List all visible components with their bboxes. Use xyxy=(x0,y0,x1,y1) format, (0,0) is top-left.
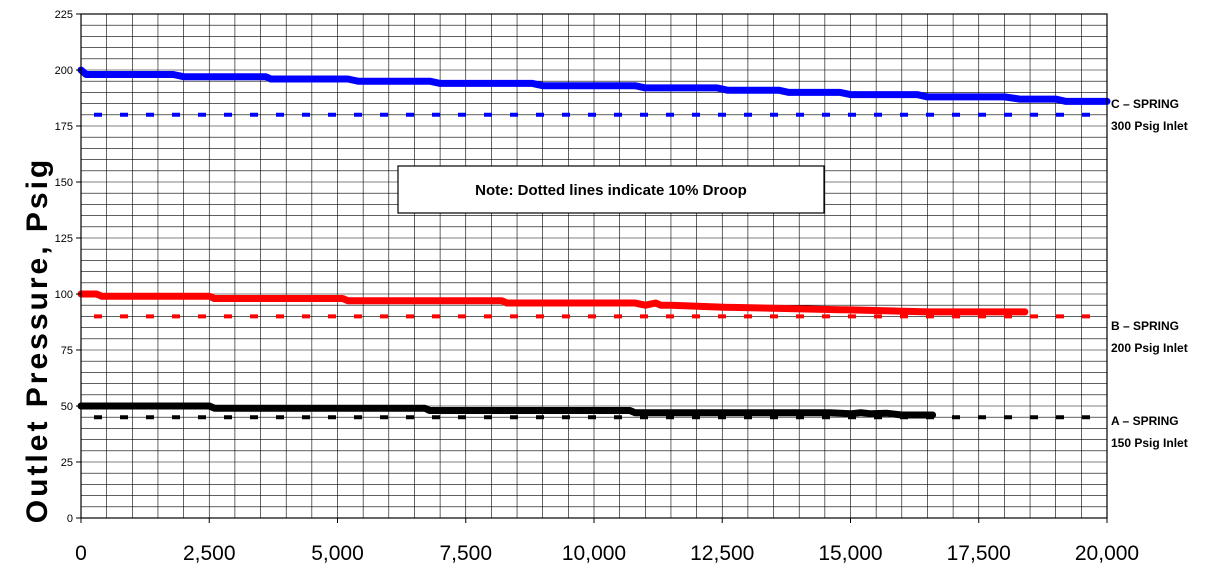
series-label: A – SPRING xyxy=(1111,414,1179,428)
tick-labels: 0 25 50 75 100 125 150 175 200 225 0 2,500 5,000 7,50… xyxy=(55,9,1139,565)
x-tick-label: 10,000 xyxy=(562,542,626,565)
series-line xyxy=(77,290,1029,316)
y-tick-label: 125 xyxy=(55,233,73,245)
series-line xyxy=(77,66,1111,105)
note-box-frame xyxy=(397,165,825,214)
y-tick-label: 25 xyxy=(61,457,73,469)
series-label-inlet: 300 Psig Inlet xyxy=(1111,119,1188,133)
x-tick-label: 15,000 xyxy=(818,542,882,565)
grid xyxy=(80,13,1108,519)
y-axis-title: Outlet Pressure, Psig xyxy=(21,157,54,523)
y-tick-label: 175 xyxy=(55,121,73,133)
x-tick-label: 12,500 xyxy=(690,542,754,565)
series-label: B – SPRING xyxy=(1111,319,1179,333)
x-tick-label: 17,500 xyxy=(947,542,1011,565)
series-label: C – SPRING xyxy=(1111,97,1179,111)
note-box: Note: Dotted lines indicate 10% Droop xyxy=(397,165,825,214)
series-lines xyxy=(77,66,1111,419)
series-line xyxy=(77,402,937,419)
series-labels: C – SPRING 300 Psig Inlet B – SPRING 200 Ps… xyxy=(1111,97,1188,450)
x-tick-label: 5,000 xyxy=(311,542,364,565)
x-tick-label: 2,500 xyxy=(183,542,236,565)
y-tick-label: 150 xyxy=(55,177,73,189)
y-tick-label: 50 xyxy=(61,401,73,413)
droop-lines xyxy=(94,112,1102,420)
y-tick-label: 225 xyxy=(55,9,73,21)
note-text: Note: Dotted lines indicate 10% Droop xyxy=(475,182,747,199)
series-label-inlet: 150 Psig Inlet xyxy=(1111,436,1188,450)
series-label-inlet: 200 Psig Inlet xyxy=(1111,341,1188,355)
y-tick-label: 100 xyxy=(55,289,73,301)
x-tick-label: 0 xyxy=(75,542,87,565)
y-tick-label: 200 xyxy=(55,65,73,77)
y-tick-label: 75 xyxy=(61,345,73,357)
y-axis-label: Outlet Pressure, Psig xyxy=(21,157,54,523)
y-tick-label: 0 xyxy=(67,513,73,525)
x-tick-label: 20,000 xyxy=(1075,542,1139,565)
x-tick-label: 7,500 xyxy=(439,542,492,565)
